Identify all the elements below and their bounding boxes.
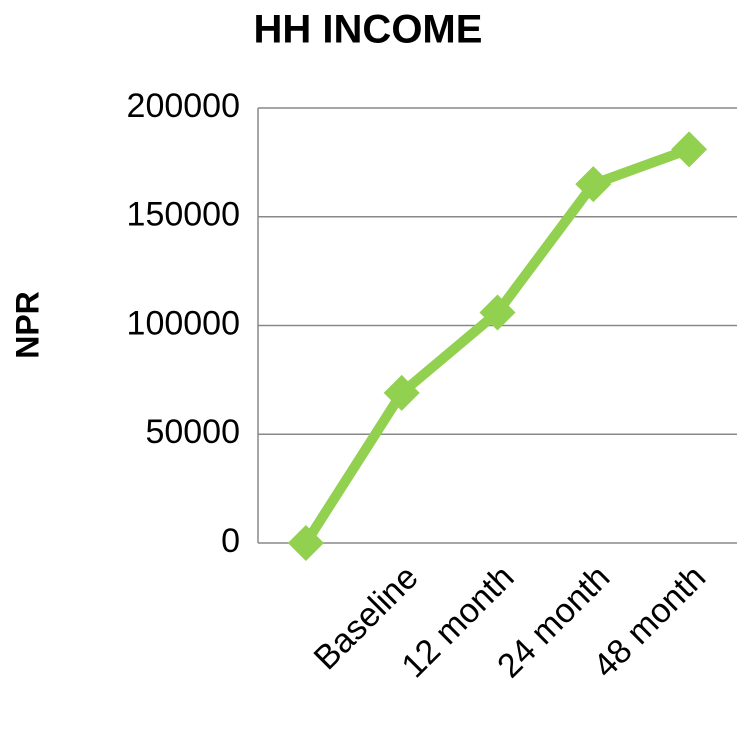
- y-tick-label: 0: [221, 522, 240, 560]
- series-line: [301, 144, 691, 546]
- y-tick-label: 150000: [127, 196, 240, 234]
- chart-title: HH INCOME: [254, 8, 483, 52]
- point-marker: [671, 131, 708, 168]
- y-axis-label: NPR: [9, 291, 45, 359]
- point-marker: [575, 166, 612, 203]
- point-marker: [479, 294, 516, 331]
- point-marker: [287, 525, 324, 561]
- y-tick-label: 50000: [145, 413, 240, 451]
- y-tick-label: 100000: [127, 304, 240, 342]
- point-marker: [383, 374, 420, 411]
- y-tick-label: 200000: [127, 87, 240, 125]
